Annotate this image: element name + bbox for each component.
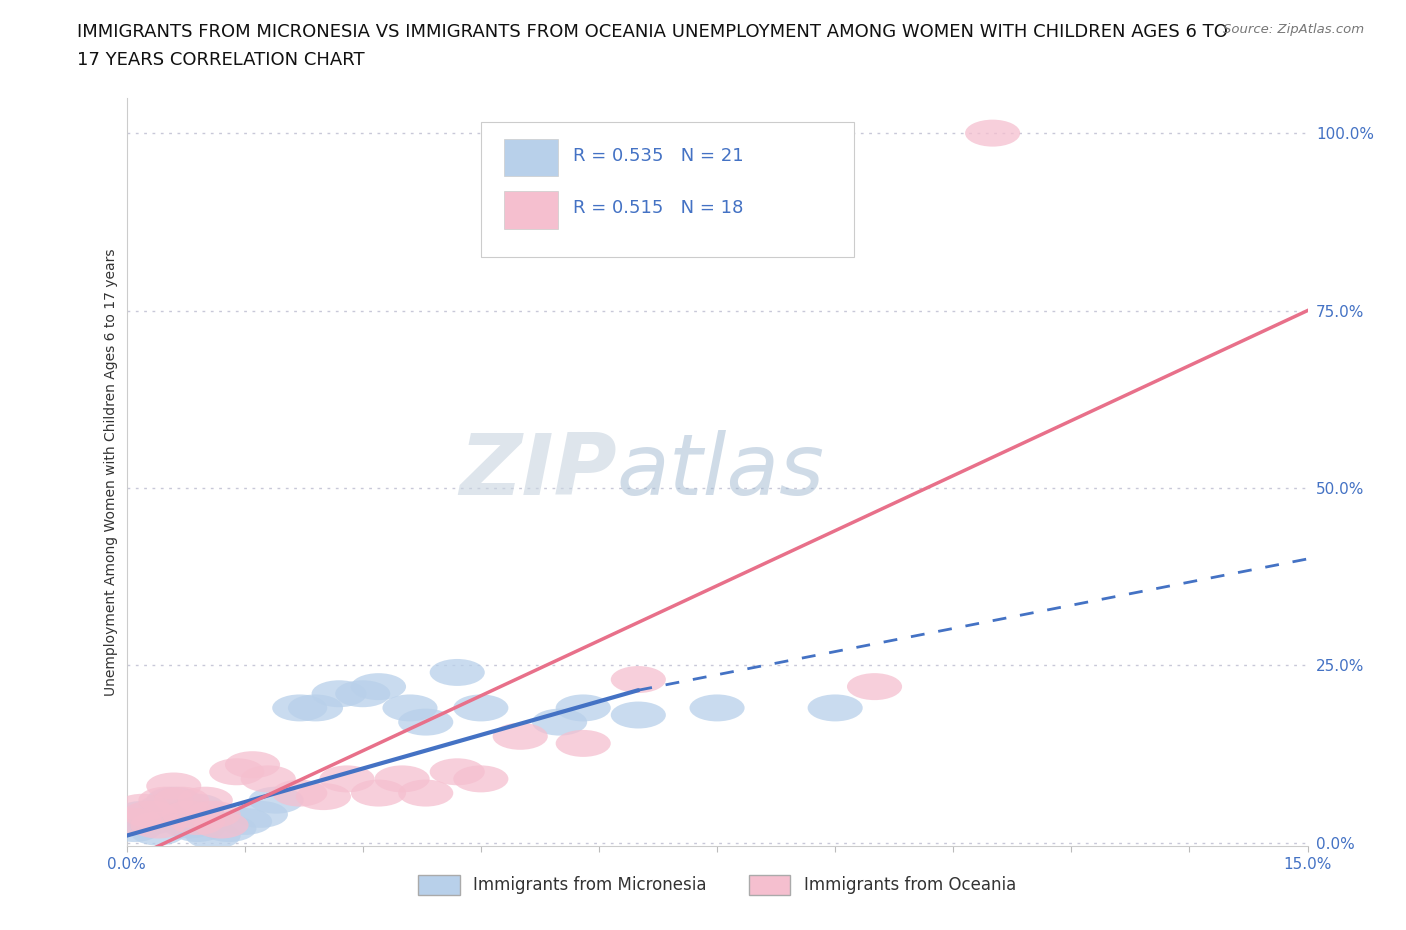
Ellipse shape [115,794,170,821]
Ellipse shape [312,680,367,707]
Ellipse shape [138,794,194,821]
Text: Source: ZipAtlas.com: Source: ZipAtlas.com [1223,23,1364,36]
Ellipse shape [531,709,588,736]
FancyBboxPatch shape [481,122,853,257]
Ellipse shape [610,701,666,728]
Ellipse shape [122,801,177,828]
Ellipse shape [382,695,437,722]
Ellipse shape [146,773,201,800]
Ellipse shape [131,812,186,839]
Ellipse shape [217,808,273,835]
Text: 17 YEARS CORRELATION CHART: 17 YEARS CORRELATION CHART [77,51,366,69]
FancyBboxPatch shape [505,192,558,229]
Ellipse shape [610,666,666,693]
Ellipse shape [107,815,162,842]
Ellipse shape [430,659,485,686]
Ellipse shape [374,765,430,792]
Ellipse shape [225,751,280,778]
Text: R = 0.535   N = 21: R = 0.535 N = 21 [574,147,744,165]
Ellipse shape [273,779,328,806]
Ellipse shape [430,758,485,785]
FancyBboxPatch shape [505,139,558,177]
Ellipse shape [689,695,745,722]
Ellipse shape [201,815,256,842]
Ellipse shape [146,787,201,814]
Ellipse shape [807,695,863,722]
Ellipse shape [319,765,374,792]
Ellipse shape [352,673,406,700]
Ellipse shape [138,787,194,814]
Ellipse shape [846,673,903,700]
Ellipse shape [240,765,295,792]
Text: R = 0.515   N = 18: R = 0.515 N = 18 [574,199,744,218]
Ellipse shape [555,695,610,722]
Ellipse shape [177,808,233,835]
Ellipse shape [115,801,170,828]
Text: IMMIGRANTS FROM MICRONESIA VS IMMIGRANTS FROM OCEANIA UNEMPLOYMENT AMONG WOMEN W: IMMIGRANTS FROM MICRONESIA VS IMMIGRANTS… [77,23,1229,41]
Ellipse shape [295,783,352,810]
Ellipse shape [233,801,288,828]
Ellipse shape [170,808,225,835]
Ellipse shape [209,758,264,785]
Ellipse shape [335,680,391,707]
Ellipse shape [194,812,249,839]
Ellipse shape [453,695,509,722]
Ellipse shape [170,815,225,842]
Ellipse shape [107,808,162,835]
Y-axis label: Unemployment Among Women with Children Ages 6 to 17 years: Unemployment Among Women with Children A… [104,248,118,696]
Ellipse shape [273,695,328,722]
Ellipse shape [155,801,209,828]
Ellipse shape [288,695,343,722]
Ellipse shape [352,779,406,806]
Ellipse shape [170,794,225,821]
Ellipse shape [122,808,177,835]
Text: ZIP: ZIP [458,431,617,513]
Ellipse shape [492,723,548,750]
Ellipse shape [131,818,186,845]
Ellipse shape [155,787,209,814]
Ellipse shape [453,765,509,792]
Text: atlas: atlas [617,431,825,513]
Ellipse shape [398,709,453,736]
Ellipse shape [162,801,217,828]
Legend: Immigrants from Micronesia, Immigrants from Oceania: Immigrants from Micronesia, Immigrants f… [412,868,1022,901]
Ellipse shape [177,787,233,814]
Ellipse shape [186,822,240,849]
Ellipse shape [965,120,1021,147]
Ellipse shape [249,787,304,814]
Ellipse shape [555,730,610,757]
Ellipse shape [186,801,240,828]
Ellipse shape [398,779,453,806]
Ellipse shape [162,812,217,839]
